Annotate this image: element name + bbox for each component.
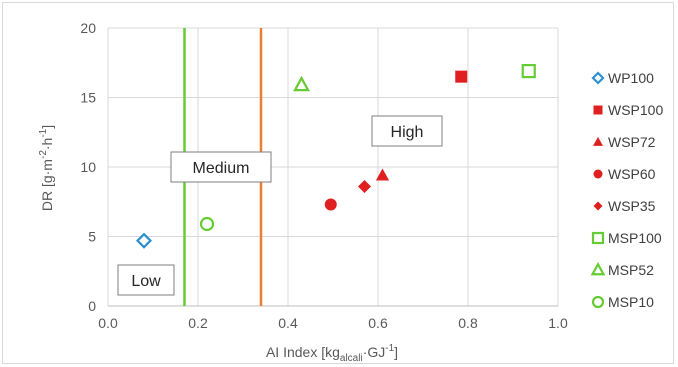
y-tick-label: 15 bbox=[80, 90, 96, 106]
tick-labels: 0 5 10 15 20 0.0 0.2 0.4 0.6 0.8 1.0 bbox=[80, 20, 568, 331]
legend-item-wp100: WP100 bbox=[591, 70, 654, 86]
region-label-high: High bbox=[371, 115, 443, 147]
legend-marker bbox=[593, 201, 603, 211]
y-tick-label: 0 bbox=[88, 298, 96, 314]
y-tick-label: 20 bbox=[80, 20, 96, 36]
point-msp10 bbox=[199, 216, 215, 232]
legend-marker bbox=[593, 105, 603, 115]
legend-marker bbox=[591, 71, 605, 85]
region-box bbox=[117, 264, 175, 296]
legend-label: MSP100 bbox=[608, 230, 662, 246]
legend-marker bbox=[591, 295, 605, 309]
legend-item-wsp35: WSP35 bbox=[593, 198, 656, 214]
legend-label: WP100 bbox=[608, 70, 654, 86]
legend-label: WSP100 bbox=[608, 102, 663, 118]
region-box bbox=[371, 115, 443, 147]
legend-marker bbox=[593, 169, 603, 179]
legend-item-wsp60: WSP60 bbox=[593, 166, 656, 182]
point-wsp72 bbox=[375, 168, 390, 181]
legend-label: MSP10 bbox=[608, 294, 654, 310]
x-tick-label: 0.4 bbox=[278, 315, 298, 331]
legend-label: WSP60 bbox=[608, 166, 656, 182]
x-tick-label: 0.2 bbox=[188, 315, 208, 331]
region-text: Low bbox=[131, 273, 161, 290]
point-wp100 bbox=[135, 232, 153, 249]
point-msp52 bbox=[293, 75, 310, 92]
point-wsp60 bbox=[324, 198, 337, 211]
x-tick-label: 0.0 bbox=[98, 315, 118, 331]
legend-label: MSP52 bbox=[608, 262, 654, 278]
legend-marker bbox=[593, 136, 603, 146]
legend-label: WSP72 bbox=[608, 134, 656, 150]
x-tick-label: 0.6 bbox=[368, 315, 388, 331]
x-tick-label: 0.8 bbox=[458, 315, 478, 331]
y-tick-label: 5 bbox=[88, 229, 96, 245]
grid bbox=[107, 27, 559, 307]
y-axis-title: DR [g·m-2·h-1] bbox=[38, 125, 55, 211]
legend-marker bbox=[591, 231, 605, 245]
legend-marker bbox=[590, 261, 606, 276]
chart-frame bbox=[2, 2, 674, 364]
region-box bbox=[170, 151, 272, 183]
legend-item-wsp100: WSP100 bbox=[593, 102, 663, 118]
region-label-low: Low bbox=[117, 264, 175, 296]
region-labels: Low Medium High bbox=[117, 115, 443, 296]
point-wsp100 bbox=[455, 70, 468, 83]
legend-item-msp100: MSP100 bbox=[591, 230, 662, 246]
region-text: Medium bbox=[193, 160, 250, 177]
region-label-medium: Medium bbox=[170, 151, 272, 183]
region-text: High bbox=[391, 124, 424, 141]
legend: WP100 WSP100 WSP72 WSP60 WSP35 MSP100 MSP52 MSP… bbox=[590, 70, 663, 310]
point-wsp35 bbox=[358, 179, 371, 193]
legend-label: WSP35 bbox=[608, 198, 656, 214]
legend-item-msp52: MSP52 bbox=[590, 261, 654, 278]
y-tick-label: 10 bbox=[80, 159, 96, 175]
x-tick-label: 1.0 bbox=[548, 315, 568, 331]
point-msp100 bbox=[521, 63, 536, 79]
data-points bbox=[135, 63, 536, 249]
legend-item-msp10: MSP10 bbox=[591, 294, 654, 310]
x-axis-title: AI Index [kgalcali·GJ-1] bbox=[266, 343, 398, 364]
legend-item-wsp72: WSP72 bbox=[593, 134, 656, 150]
